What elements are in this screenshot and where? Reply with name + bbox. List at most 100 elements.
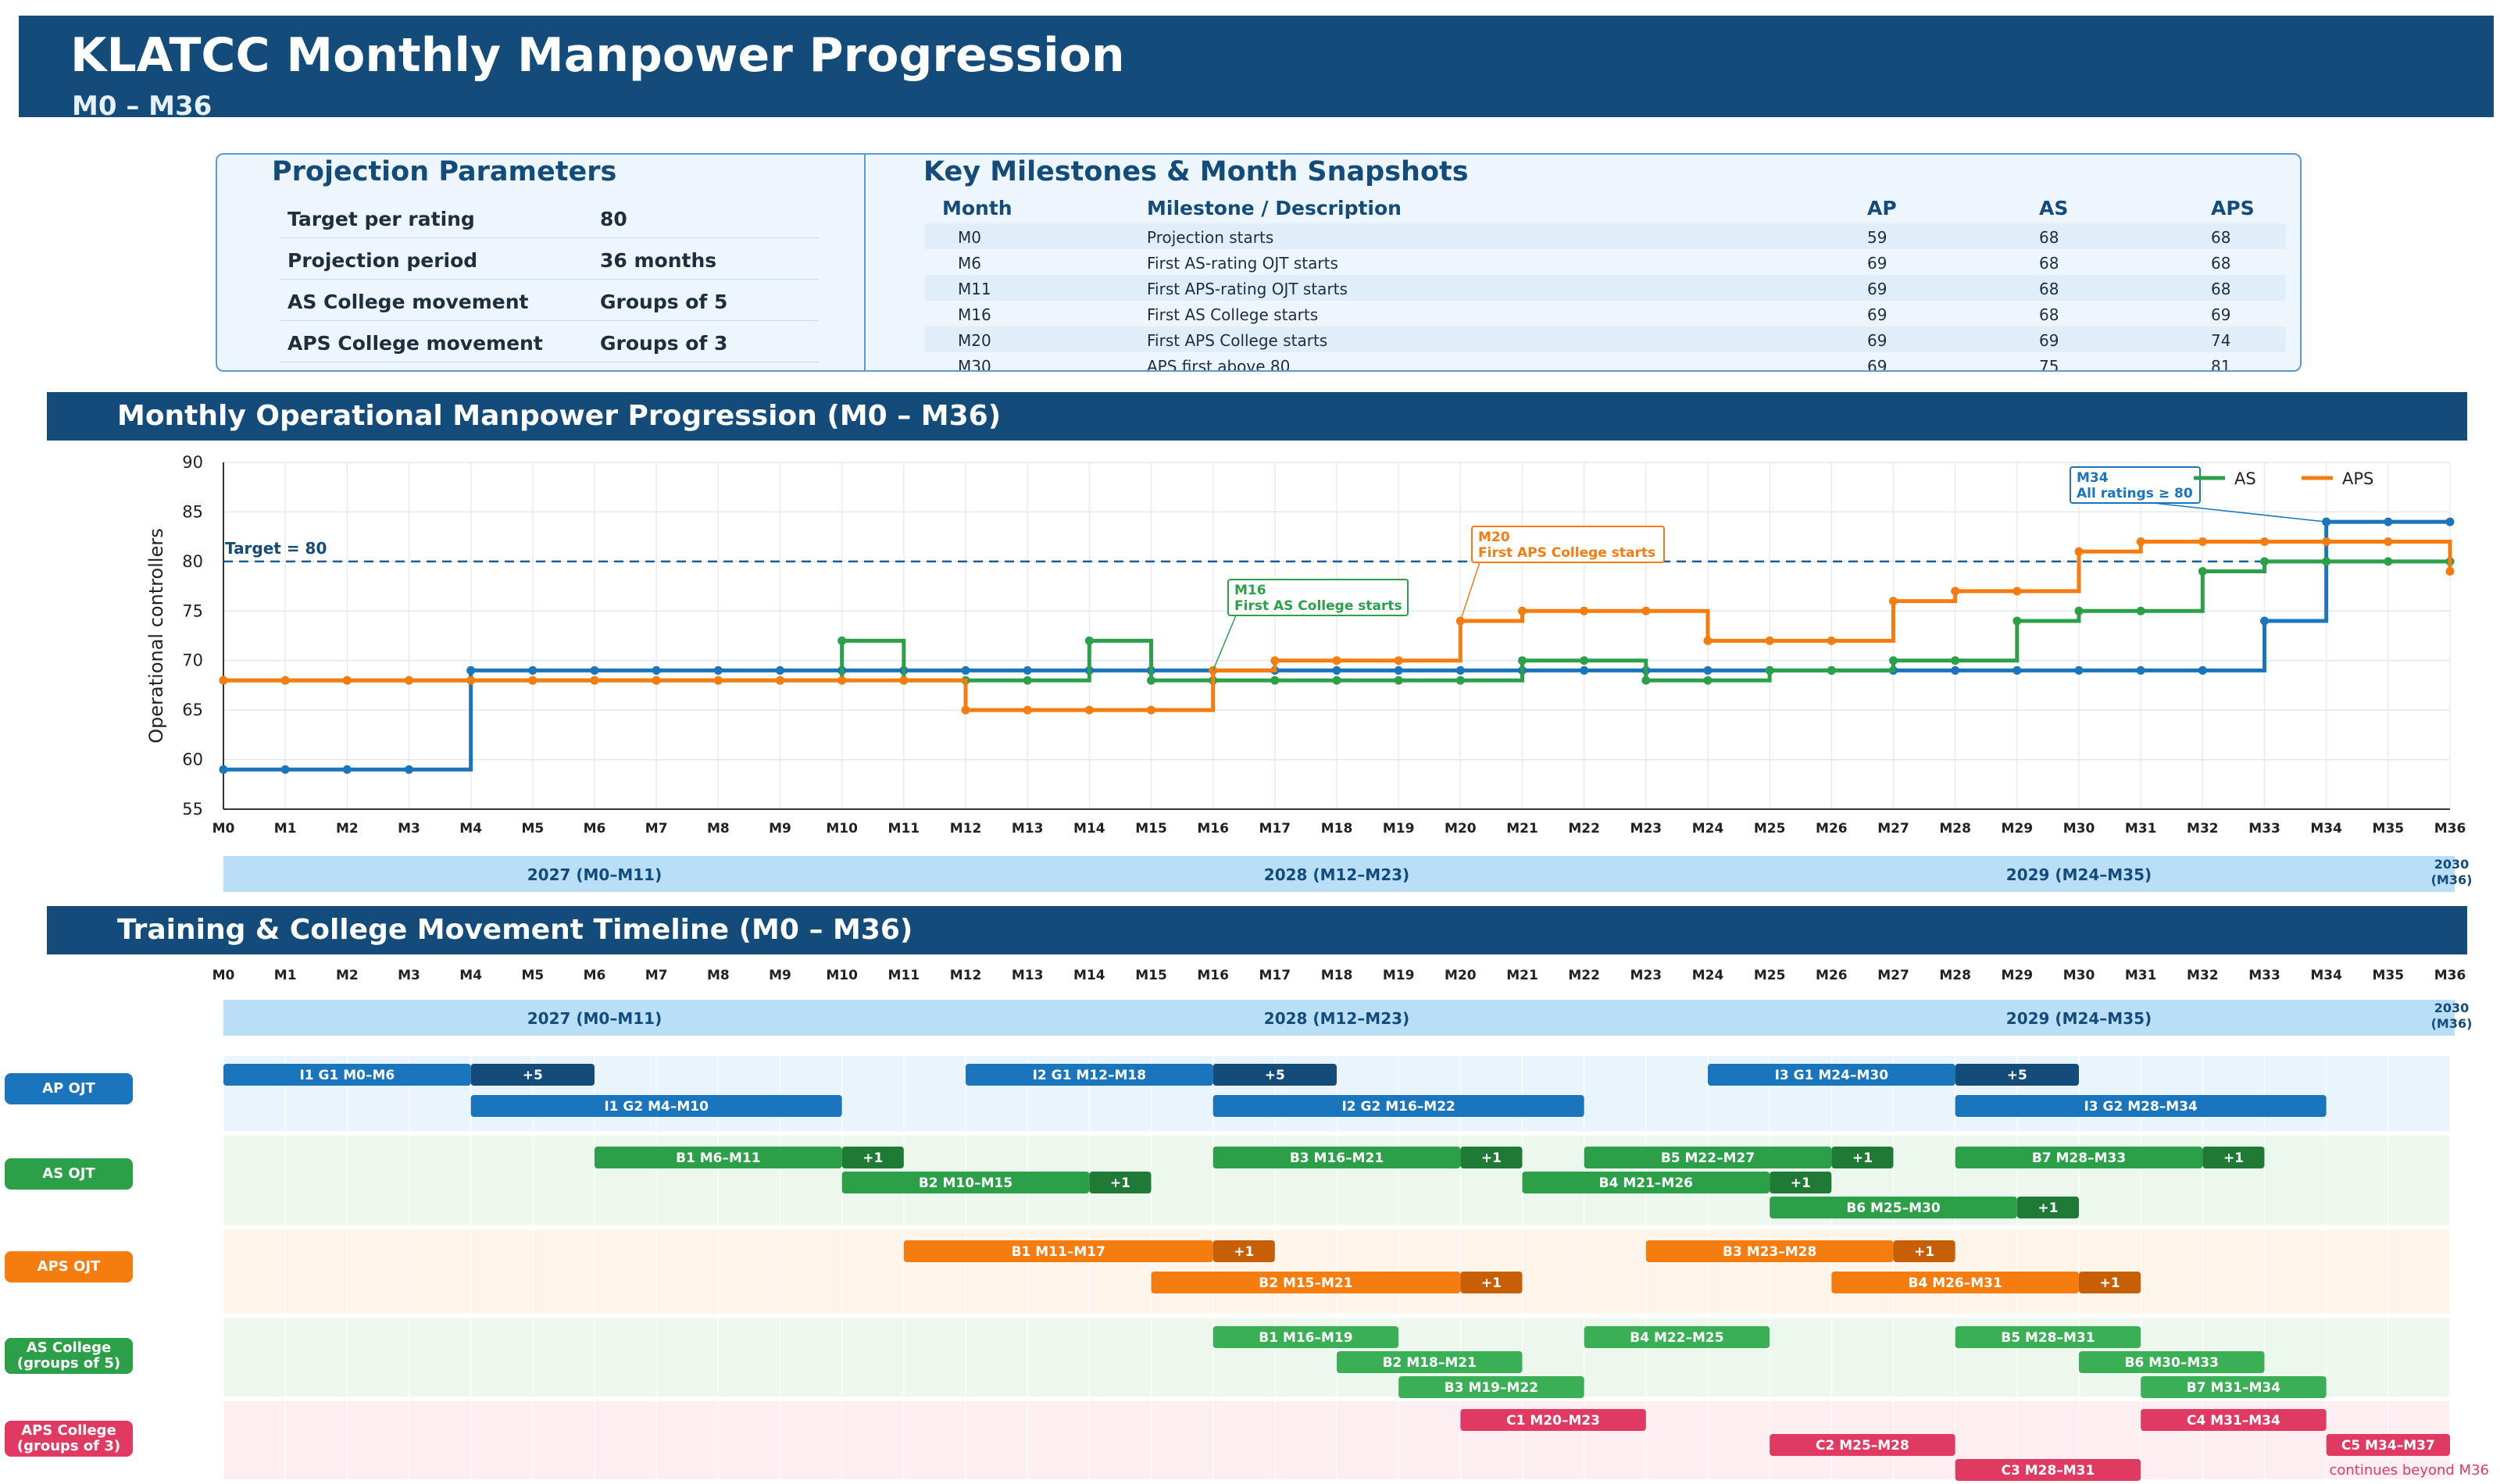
data-point-ap (1394, 665, 1403, 675)
timeline-month-label: M0 (212, 968, 235, 983)
timeline-bar-extension (2016, 1197, 2079, 1218)
data-point-aps (280, 676, 290, 685)
timeline-extension-label: +5 (523, 1068, 543, 1083)
data-point-ap (713, 665, 723, 675)
y-tick-label: 90 (182, 453, 203, 472)
timeline-bar (1584, 1326, 1770, 1348)
timeline-bar-extension (1460, 1147, 1523, 1168)
milestone-aps: 68 (2211, 228, 2231, 247)
timeline-extension-label: +1 (1481, 1150, 1502, 1166)
legend-label: APS (2342, 469, 2373, 488)
year-label: 2030 (M36) (2431, 857, 2473, 887)
year-label: 2027 (M0–M11) (527, 1009, 662, 1028)
timeline-bar (1398, 1376, 1584, 1398)
x-tick-label: M22 (1568, 821, 1600, 837)
timeline-bar (2141, 1376, 2327, 1398)
timeline-extension-label: +5 (2007, 1068, 2027, 1083)
data-point-ap (1951, 665, 1960, 675)
timeline-bar-label: B7 M31–M34 (2187, 1380, 2281, 1396)
data-point-as (1455, 676, 1465, 685)
timeline-bar-label: B3 M16–M21 (1290, 1150, 1384, 1166)
col-aps: APS (2211, 197, 2255, 219)
milestone-row: M16 First AS College starts 69 68 69 (925, 301, 2286, 326)
data-point-aps (2136, 537, 2145, 546)
x-tick-label: M5 (521, 821, 544, 837)
x-tick-label: M21 (1506, 821, 1538, 837)
timeline-bar (1708, 1064, 1955, 1086)
timeline-bar-label: B5 M28–M31 (2001, 1330, 2095, 1346)
data-point-ap (219, 765, 228, 774)
y-tick-label: 55 (182, 800, 203, 819)
x-tick-label: M11 (888, 821, 920, 837)
data-point-aps (342, 676, 352, 685)
timeline-bar-label: I3 G2 M28–M34 (2084, 1099, 2198, 1115)
year-label: 2028 (M12–M23) (1264, 865, 1409, 884)
chart-section-title: Monthly Operational Manpower Progression… (117, 400, 1002, 432)
annotation-leader (1212, 615, 1237, 671)
milestone-month: M30 (958, 357, 991, 372)
data-point-as (1580, 656, 1589, 665)
milestone-as: 69 (2039, 331, 2059, 350)
timeline-month-label: M14 (1073, 968, 1105, 983)
timeline-bar-label: C3 M28–M31 (2001, 1463, 2095, 1479)
timeline-bar (966, 1064, 1213, 1086)
x-tick-label: M18 (1321, 821, 1353, 837)
milestone-desc: First APS College starts (1147, 331, 1328, 350)
milestone-month: M20 (958, 331, 991, 350)
x-tick-label: M9 (769, 821, 791, 837)
series-line-aps (223, 539, 2452, 712)
year-band (1708, 856, 2450, 892)
annotation-text: First AS College starts (1234, 598, 1402, 614)
x-tick-label: M7 (645, 821, 668, 837)
data-point-as (2074, 606, 2084, 615)
annotation-month: M34 (2077, 470, 2109, 486)
data-point-ap (961, 665, 970, 675)
milestone-ap: 69 (1867, 254, 1888, 273)
milestone-aps: 81 (2211, 357, 2231, 372)
year-band (966, 1000, 1708, 1036)
timeline-bar-extension (2202, 1147, 2265, 1168)
annotation-box (1471, 526, 1665, 563)
x-tick-label: M3 (398, 821, 420, 837)
data-point-aps (776, 676, 784, 685)
x-tick-label: M20 (1445, 821, 1477, 837)
timeline-bar (2141, 1409, 2327, 1431)
timeline-bar-label: I3 G1 M24–M30 (1775, 1068, 1889, 1083)
parameters-title: Projection Parameters (272, 156, 617, 187)
y-tick-label: 70 (182, 651, 203, 670)
timeline-bar-extension (1770, 1172, 1832, 1193)
data-point-as (1951, 656, 1960, 665)
timeline-extension-label: +1 (1110, 1175, 1130, 1191)
data-point-as (1827, 665, 1836, 675)
milestone-row: M0 Projection starts 59 68 68 (925, 223, 2286, 249)
timeline-month-label: M30 (2063, 968, 2095, 983)
y-tick-label: 65 (182, 701, 203, 719)
timeline-bar (1955, 1147, 2203, 1168)
timeline-extension-label: +1 (2038, 1200, 2058, 1216)
timeline-bar-label: B1 M16–M19 (1259, 1330, 1352, 1346)
timeline-bar (1955, 1459, 2141, 1481)
data-point-as (1518, 656, 1527, 665)
data-point-aps (2012, 587, 2022, 596)
x-tick-label: M10 (826, 821, 858, 837)
data-point-ap (2136, 665, 2145, 675)
timeline-bar-label: B2 M15–M21 (1259, 1275, 1352, 1291)
timeline-bar-label: B7 M28–M33 (2032, 1150, 2126, 1166)
x-tick-label: M12 (950, 821, 982, 837)
data-point-ap (1580, 665, 1589, 675)
annotation-box (2070, 466, 2201, 504)
data-point-ap (2074, 665, 2084, 675)
timeline-bar-label: B4 M21–M26 (1599, 1175, 1693, 1191)
lane-label: AS College (groups of 5) (5, 1338, 133, 1374)
milestone-month: M11 (958, 280, 991, 298)
title-bar: KLATCC Monthly Manpower Progression M0 –… (19, 16, 2494, 122)
x-tick-label: M33 (2248, 821, 2280, 837)
x-tick-label: M8 (707, 821, 730, 837)
timeline-extension-label: +1 (2100, 1275, 2120, 1291)
milestone-ap: 69 (1867, 280, 1888, 298)
timeline-bar-label: B4 M22–M25 (1630, 1330, 1723, 1346)
timeline-month-label: M18 (1321, 968, 1353, 983)
y-tick-label: 85 (182, 502, 203, 521)
timeline-month-label: M2 (336, 968, 359, 983)
